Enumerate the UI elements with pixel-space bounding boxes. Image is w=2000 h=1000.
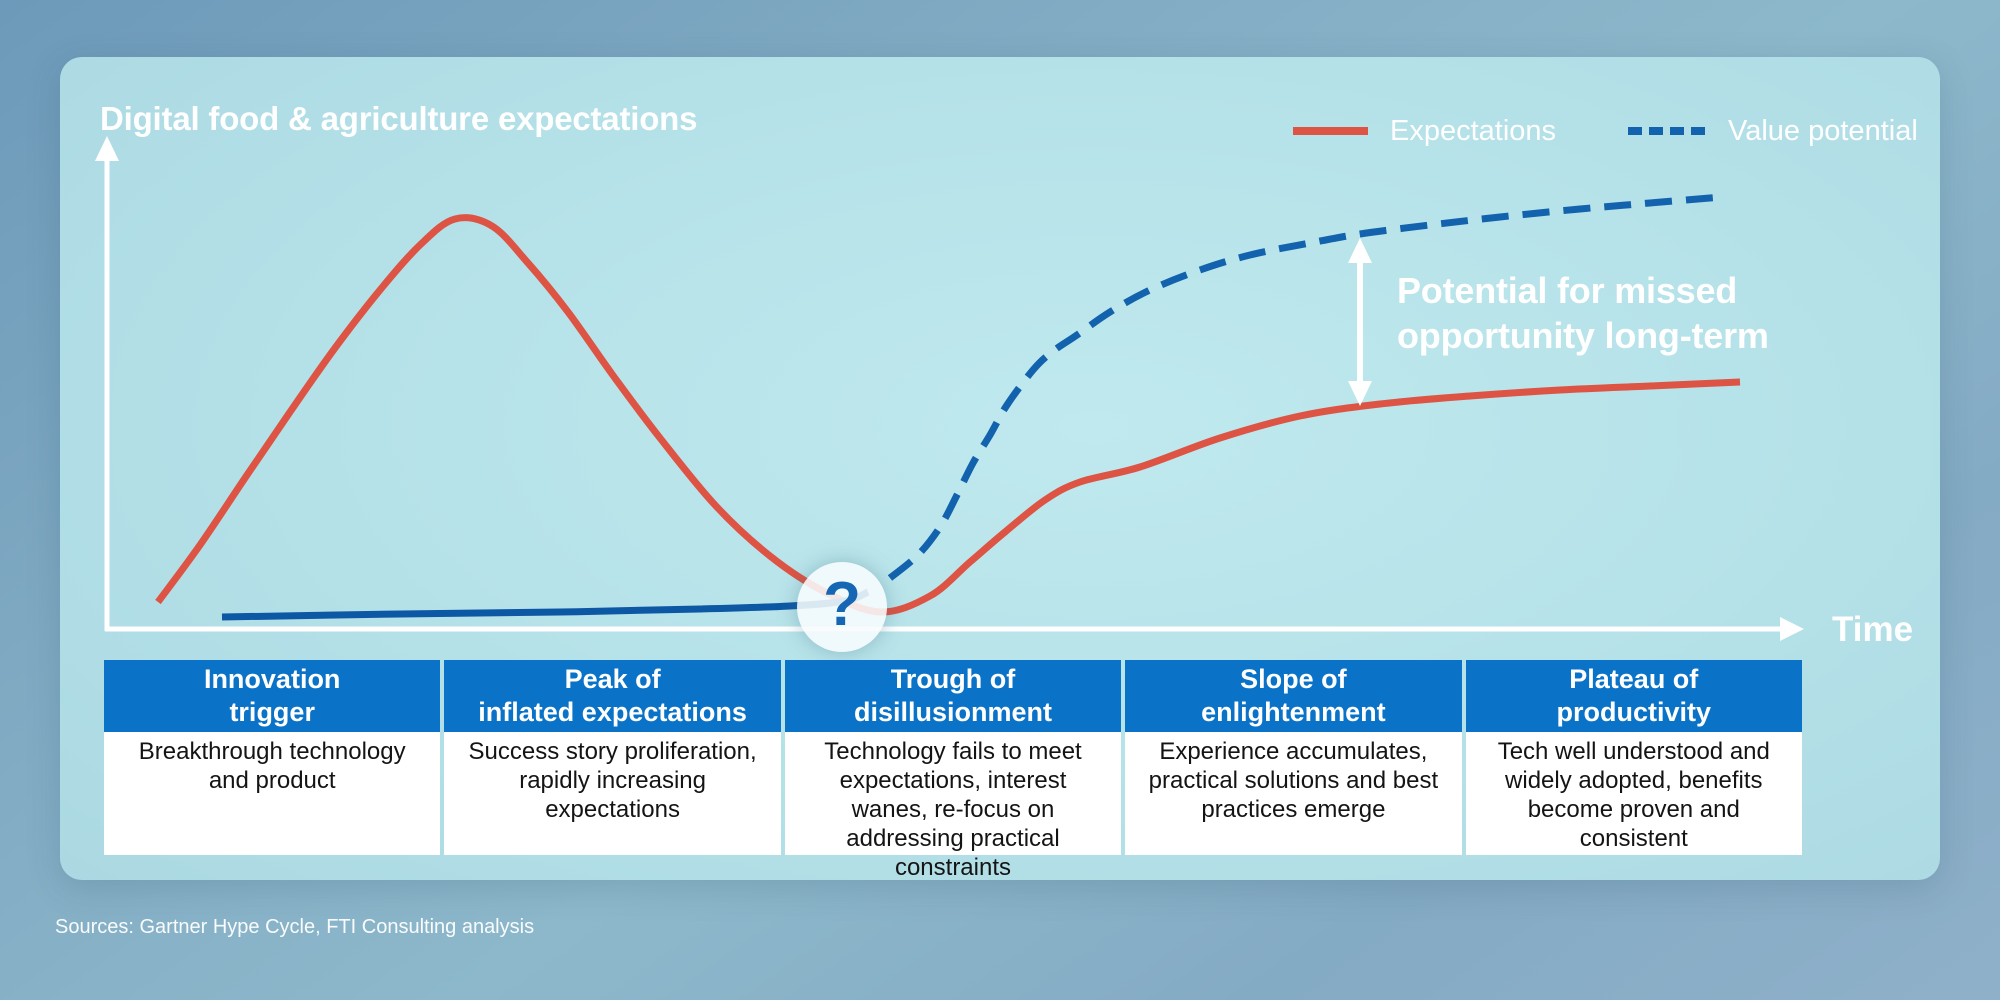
- phase-title-line: disillusionment: [853, 697, 1052, 727]
- phase-title-line: enlightenment: [1201, 697, 1386, 727]
- phase-header: Trough of disillusionment: [784, 660, 1122, 732]
- legend-label-expectations: Expectations: [1390, 114, 1557, 147]
- phase-column-slope: Slope of enlightenment Experience accumu…: [1125, 660, 1462, 855]
- value-potential-dash-icon: [1628, 127, 1707, 135]
- gap-arrow-up-icon: [1348, 238, 1372, 263]
- phase-title-line: Peak of: [564, 664, 661, 694]
- curves-group: [155, 193, 1741, 621]
- phase-title-line: inflated expectations: [478, 697, 747, 727]
- phase-header: Plateau of productivity: [1465, 660, 1802, 732]
- phase-title-line: trigger: [229, 697, 315, 727]
- expectations-line-icon: [1293, 127, 1368, 135]
- phase-column-innovation-trigger: Innovation trigger Breakthrough technolo…: [104, 660, 441, 855]
- annotation-line-1: Potential for missed: [1397, 270, 1738, 311]
- phase-column-peak: Peak of inflated expectations Success st…: [444, 660, 781, 855]
- legend-label-value-potential: Value potential: [1728, 114, 1918, 147]
- phase-description: Tech well understood and widely adopted,…: [1465, 732, 1802, 855]
- source-note: Sources: Gartner Hype Cycle, FTI Consult…: [55, 916, 535, 938]
- gap-arrow-down-icon: [1348, 381, 1372, 406]
- phase-title-line: Plateau of: [1569, 664, 1699, 694]
- phase-description: Technology fails to meet expectations, i…: [784, 732, 1122, 881]
- question-mark-icon: ?: [823, 570, 861, 639]
- missed-opportunity-annotation: Potential for missed opportunity long-te…: [1397, 268, 1769, 358]
- phase-header: Slope of enlightenment: [1125, 660, 1462, 732]
- phase-column-trough: Trough of disillusionment Technology fai…: [784, 660, 1122, 881]
- curve-value-potential-early: [221, 588, 870, 621]
- x-axis-arrowhead-icon: [1780, 617, 1804, 641]
- y-axis-arrowhead-icon: [95, 136, 119, 161]
- gap-arrow: [1348, 238, 1372, 406]
- curve-value-potential: [887, 193, 1723, 581]
- phase-description: Breakthrough technology and product: [104, 732, 441, 855]
- page-title: Digital food & agriculture expectations: [100, 100, 698, 137]
- phase-column-plateau: Plateau of productivity Tech well unders…: [1465, 660, 1802, 855]
- phase-header: Innovation trigger: [104, 660, 441, 732]
- phase-table: Innovation trigger Breakthrough technolo…: [104, 660, 1802, 881]
- trough-question-marker: ?: [797, 562, 887, 652]
- phase-title-line: Trough of: [890, 664, 1016, 694]
- chart-legend: Expectations Value potential: [1293, 112, 1918, 150]
- phase-description: Success story proliferation, rapidly inc…: [444, 732, 781, 855]
- phase-title-line: Innovation: [203, 664, 341, 694]
- phase-description: Experience accumulates, practical soluti…: [1125, 732, 1462, 855]
- annotation-line-2: opportunity long-term: [1397, 315, 1769, 356]
- phase-title-line: Slope of: [1240, 664, 1347, 694]
- phase-title-line: productivity: [1556, 697, 1712, 727]
- phase-header: Peak of inflated expectations: [444, 660, 781, 732]
- x-axis-label: Time: [1832, 610, 1914, 649]
